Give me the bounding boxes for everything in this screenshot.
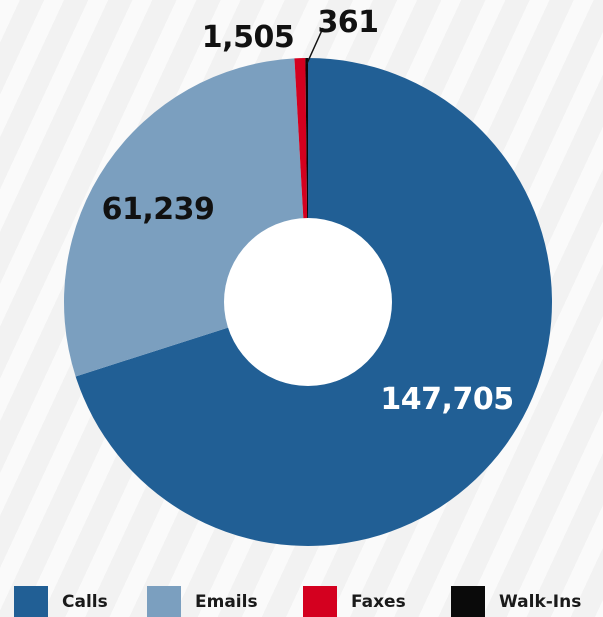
legend-label-calls: Calls [62, 591, 108, 612]
legend-item-walk-ins: Walk-Ins [451, 586, 581, 617]
leader-line-walk-ins [306, 27, 324, 65]
donut-hole [224, 218, 392, 386]
slices-layer [63, 58, 553, 546]
legend-label-walk-ins: Walk-Ins [499, 591, 582, 612]
legend-label-emails: Emails [195, 591, 258, 612]
legend-swatch-faxes [303, 586, 337, 617]
data-label-calls: 147,705 [380, 382, 513, 417]
data-labels-layer: 147,705 61,239 1,505 361 [102, 5, 514, 417]
legend-item-emails: Emails [147, 586, 258, 617]
data-label-faxes: 1,505 [202, 20, 294, 55]
legend-swatch-calls [14, 586, 48, 617]
legend: Calls Emails Faxes Walk-Ins [0, 586, 603, 617]
legend-swatch-walk-ins [451, 586, 485, 617]
legend-item-calls: Calls [14, 586, 108, 617]
data-label-walk-ins: 361 [317, 5, 378, 40]
donut-chart: 147,705 61,239 1,505 361 [63, 5, 553, 546]
data-label-emails: 61,239 [102, 192, 215, 227]
legend-item-faxes: Faxes [303, 586, 406, 617]
legend-swatch-emails [147, 586, 181, 617]
leader-lines-layer [306, 27, 324, 65]
legend-label-faxes: Faxes [351, 591, 406, 612]
